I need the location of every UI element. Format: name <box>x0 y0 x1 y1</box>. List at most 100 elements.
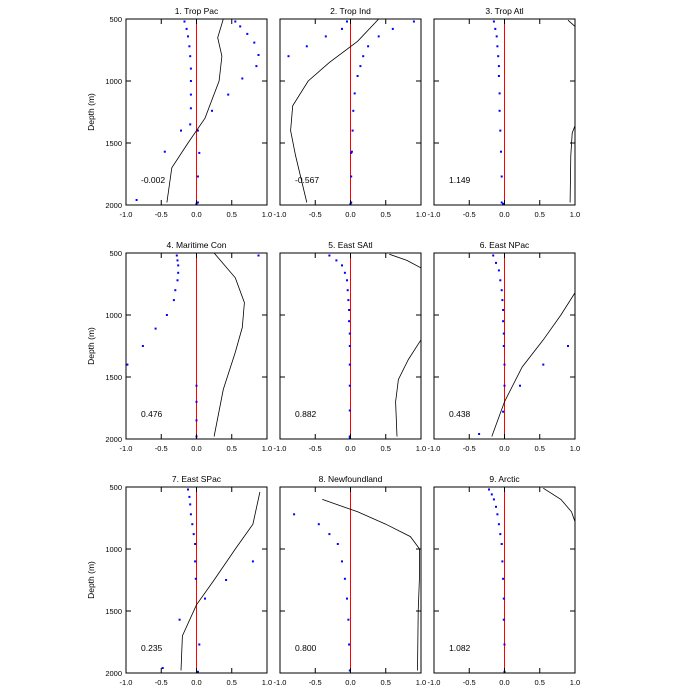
data-point <box>191 523 194 526</box>
x-tick-label: 0.0 <box>499 210 509 219</box>
x-tick-label: 1.0 <box>262 210 272 219</box>
data-point <box>495 35 498 38</box>
correlation-value: 1.149 <box>449 175 471 185</box>
y-axis-label: Depth (m) <box>86 93 96 131</box>
data-point <box>196 670 199 673</box>
plot-area <box>126 253 260 438</box>
x-tick-label: 0.0 <box>191 678 201 687</box>
x-tick-label: -0.5 <box>155 210 168 219</box>
plot-area <box>293 499 421 672</box>
profile-curve <box>322 499 421 671</box>
profile-curve <box>569 125 575 203</box>
data-point <box>350 151 353 154</box>
data-point <box>154 327 157 330</box>
data-point <box>211 109 213 112</box>
data-point <box>227 93 230 96</box>
data-point <box>348 320 351 323</box>
data-point <box>492 254 495 257</box>
data-point <box>412 20 415 23</box>
data-point <box>502 618 505 621</box>
x-tick-label: 0.5 <box>227 678 237 687</box>
correlation-value: 0.800 <box>295 643 317 653</box>
x-tick-label: 1.0 <box>262 678 272 687</box>
data-point <box>225 579 228 581</box>
x-tick-label: 0.0 <box>191 210 201 219</box>
x-tick-label: -0.5 <box>463 444 476 453</box>
panel-title: 1. Trop Pac <box>175 6 219 16</box>
data-point <box>348 436 351 439</box>
y-tick-label: 2000 <box>105 669 122 678</box>
panel-1: 1. Trop Pac -1.0 -0.5 0.0 0.5 1.0 500 1000 1500 2… <box>86 6 272 219</box>
x-tick-label: -0.5 <box>463 210 476 219</box>
plot-area <box>135 19 260 205</box>
panel-title: 6. East NPac <box>480 240 530 250</box>
panel-title: 9. Arctic <box>489 474 520 484</box>
data-point <box>341 264 343 267</box>
data-point <box>352 109 355 112</box>
panel-title: 4. Maritime Con <box>167 240 227 250</box>
data-point <box>341 560 343 563</box>
x-tick-label: 0.5 <box>227 210 237 219</box>
data-point <box>348 669 351 672</box>
y-axis-label: Depth (m) <box>86 327 96 365</box>
profile-curve <box>567 19 575 27</box>
data-point <box>502 320 505 323</box>
profile-curve <box>290 19 379 203</box>
data-point <box>185 27 188 30</box>
data-point <box>328 254 331 257</box>
panel-title: 7. East SPac <box>172 474 222 484</box>
data-point <box>196 201 199 204</box>
correlation-value: 1.082 <box>449 643 471 653</box>
data-point <box>189 107 192 110</box>
plot-area <box>488 487 575 673</box>
data-point <box>176 259 179 262</box>
data-point <box>362 55 365 58</box>
panel-3: 3. Trop Atl -1.0 -0.5 0.0 0.5 1.0 1.149 <box>428 6 581 219</box>
data-point <box>503 384 506 387</box>
data-point <box>204 597 206 600</box>
x-tick-label: -1.0 <box>120 444 133 453</box>
data-point <box>502 332 505 335</box>
data-point <box>496 513 499 516</box>
data-point <box>189 67 192 70</box>
data-point <box>234 20 237 23</box>
x-tick-label: 0.5 <box>535 678 545 687</box>
data-point <box>519 384 521 387</box>
data-point <box>187 35 189 38</box>
data-point <box>499 129 502 132</box>
data-point <box>198 643 201 646</box>
y-tick-label: 1000 <box>105 77 122 86</box>
x-tick-label: 0.0 <box>345 210 355 219</box>
data-point <box>336 543 339 545</box>
data-point <box>488 488 490 491</box>
data-point <box>189 80 192 82</box>
panel-5: 5. East SAtl -1.0 -0.5 0.0 0.5 1.0 0.882 <box>274 240 427 453</box>
data-point <box>239 25 242 28</box>
plot-area <box>492 19 575 205</box>
data-point <box>499 279 502 282</box>
data-point <box>188 45 191 48</box>
y-tick-label: 1000 <box>105 545 122 554</box>
data-point <box>492 20 495 23</box>
data-point <box>495 261 497 264</box>
data-point <box>343 577 346 580</box>
x-tick-label: 1.0 <box>570 444 580 453</box>
x-tick-label: -0.5 <box>155 444 168 453</box>
data-point <box>502 410 505 413</box>
data-point <box>500 289 503 292</box>
x-tick-label: 1.0 <box>416 444 426 453</box>
x-tick-label: -1.0 <box>428 210 441 219</box>
data-point <box>335 259 338 262</box>
data-point <box>195 419 198 422</box>
x-tick-label: 0.5 <box>535 444 545 453</box>
x-tick-label: -1.0 <box>428 678 441 687</box>
data-point <box>346 289 349 292</box>
data-point <box>189 513 192 516</box>
data-point <box>497 65 500 68</box>
data-point <box>183 20 186 23</box>
data-point <box>501 560 504 563</box>
y-tick-label: 1500 <box>105 139 122 148</box>
x-tick-label: 0.0 <box>499 678 509 687</box>
data-point <box>165 314 168 316</box>
